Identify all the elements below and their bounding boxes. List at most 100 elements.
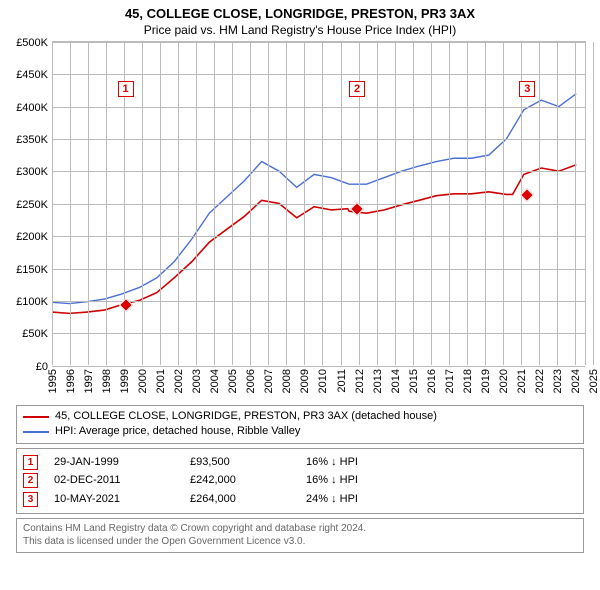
series-line-hpi (52, 94, 576, 304)
event-marker: 3 (519, 81, 535, 97)
x-tick-label: 1995 (47, 365, 59, 393)
chart-subtitle: Price paid vs. HM Land Registry's House … (8, 23, 592, 37)
x-gridline: 2013 (377, 42, 378, 365)
event-price: £93,500 (190, 453, 290, 472)
x-gridline: 2017 (449, 42, 450, 365)
plot-region: £0£50K£100K£150K£200K£250K£300K£350K£400… (52, 41, 586, 365)
x-gridline: 2023 (557, 42, 558, 365)
y-gridline: £450K (52, 74, 585, 75)
footer-line-2: This data is licensed under the Open Gov… (23, 535, 577, 549)
event-date: 10-MAY-2021 (54, 490, 174, 509)
x-tick-label: 2020 (498, 365, 510, 393)
chart-title: 45, COLLEGE CLOSE, LONGRIDGE, PRESTON, P… (8, 6, 592, 23)
y-tick-label: £350K (16, 134, 48, 146)
x-gridline: 2018 (467, 42, 468, 365)
x-tick-label: 2011 (336, 365, 348, 393)
x-tick-label: 2007 (263, 365, 275, 393)
y-gridline: £250K (52, 204, 585, 205)
x-tick-label: 1996 (65, 365, 77, 393)
event-delta: 16% ↓ HPI (306, 471, 358, 490)
x-gridline: 2020 (503, 42, 504, 365)
x-tick-label: 2017 (444, 365, 456, 393)
x-tick-label: 2004 (209, 365, 221, 393)
y-tick-label: £250K (16, 199, 48, 211)
event-number: 1 (23, 455, 38, 470)
x-tick-label: 2021 (516, 365, 528, 393)
event-price: £242,000 (190, 471, 290, 490)
y-tick-label: £50K (22, 328, 48, 340)
legend-label: 45, COLLEGE CLOSE, LONGRIDGE, PRESTON, P… (55, 409, 437, 424)
x-tick-label: 2019 (480, 365, 492, 393)
event-row: 129-JAN-1999£93,50016% ↓ HPI (23, 453, 577, 472)
x-tick-label: 2025 (588, 365, 600, 393)
y-tick-label: £300K (16, 166, 48, 178)
x-gridline: 2005 (232, 42, 233, 365)
x-gridline: 2022 (539, 42, 540, 365)
x-gridline: 2024 (575, 42, 576, 365)
x-gridline: 2002 (178, 42, 179, 365)
x-tick-label: 2000 (137, 365, 149, 393)
x-gridline: 2015 (413, 42, 414, 365)
chart-container: 45, COLLEGE CLOSE, LONGRIDGE, PRESTON, P… (0, 0, 600, 590)
event-number: 2 (23, 473, 38, 488)
y-gridline: £350K (52, 139, 585, 140)
event-row: 2 02-DEC-2011 £242,000 16% ↓ HPI (23, 471, 577, 490)
x-gridline: 2011 (341, 42, 342, 365)
footer-line-1: Contains HM Land Registry data © Crown c… (23, 522, 577, 536)
x-gridline: 2006 (250, 42, 251, 365)
x-tick-label: 2008 (281, 365, 293, 393)
x-tick-label: 2015 (408, 365, 420, 393)
x-gridline: 2007 (268, 42, 269, 365)
x-gridline: 2008 (286, 42, 287, 365)
x-tick-label: 2024 (570, 365, 582, 393)
legend-swatch (23, 431, 49, 433)
y-tick-label: £500K (16, 37, 48, 49)
x-tick-label: 1997 (83, 365, 95, 393)
x-gridline: 2016 (431, 42, 432, 365)
x-gridline: 2010 (322, 42, 323, 365)
x-tick-label: 2006 (245, 365, 257, 393)
x-tick-label: 2002 (173, 365, 185, 393)
x-tick-label: 2018 (462, 365, 474, 393)
legend-label: HPI: Average price, detached house, Ribb… (55, 424, 300, 439)
x-tick-label: 2014 (390, 365, 402, 393)
y-gridline: £400K (52, 107, 585, 108)
y-gridline: £100K (52, 301, 585, 302)
event-number: 3 (23, 492, 38, 507)
x-gridline: 1995 (52, 42, 53, 365)
legend-row: 45, COLLEGE CLOSE, LONGRIDGE, PRESTON, P… (23, 409, 577, 424)
x-gridline: 2003 (196, 42, 197, 365)
x-gridline: 2014 (395, 42, 396, 365)
x-gridline: 2019 (485, 42, 486, 365)
y-gridline: £150K (52, 269, 585, 270)
event-marker: 1 (118, 81, 134, 97)
event-date: 02-DEC-2011 (54, 471, 174, 490)
chart-area: £0£50K£100K£150K£200K£250K£300K£350K£400… (52, 41, 586, 365)
event-price: £264,000 (190, 490, 290, 509)
x-gridline: 1997 (88, 42, 89, 365)
legend-box: 45, COLLEGE CLOSE, LONGRIDGE, PRESTON, P… (16, 405, 584, 444)
x-tick-label: 2003 (191, 365, 203, 393)
y-tick-label: £100K (16, 296, 48, 308)
x-gridline: 1996 (70, 42, 71, 365)
attribution-footer: Contains HM Land Registry data © Crown c… (16, 518, 584, 553)
legend-swatch (23, 416, 49, 418)
x-gridline: 2009 (304, 42, 305, 365)
x-tick-label: 2016 (426, 365, 438, 393)
x-gridline: 1998 (106, 42, 107, 365)
x-tick-label: 2009 (299, 365, 311, 393)
y-tick-label: £450K (16, 69, 48, 81)
events-table: 1 29-JAN-1999 £93,500 16% ↓ HPI 2 02-DEC-2011… (16, 448, 584, 514)
x-gridline: 2004 (214, 42, 215, 365)
y-tick-label: £200K (16, 231, 48, 243)
event-date: 29-JAN-1999 (54, 453, 174, 472)
event-delta: 24% ↓ HPI (306, 490, 358, 509)
x-tick-label: 2022 (534, 365, 546, 393)
event-row: 3 10-MAY-2021 £264,000 24% ↓ HPI (23, 490, 577, 509)
x-tick-label: 2010 (317, 365, 329, 393)
x-gridline: 2001 (160, 42, 161, 365)
y-gridline: £500K (52, 42, 585, 43)
y-tick-label: £150K (16, 264, 48, 276)
x-tick-label: 2013 (372, 365, 384, 393)
y-gridline: £300K (52, 171, 585, 172)
